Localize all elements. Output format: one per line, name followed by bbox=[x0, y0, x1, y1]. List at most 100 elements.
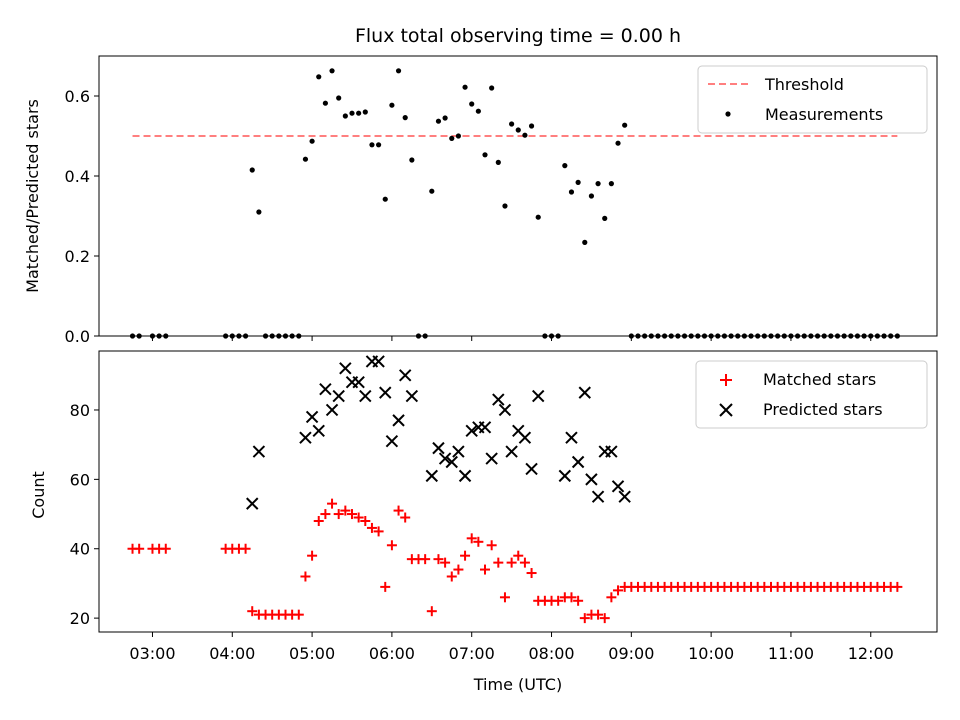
measurements-point bbox=[342, 113, 348, 119]
legend-matched-swatch bbox=[720, 374, 732, 386]
legend-matched-label: Matched stars bbox=[763, 370, 876, 389]
predicted-stars-point bbox=[525, 462, 538, 476]
measurements-point bbox=[322, 100, 328, 106]
matched-stars-point bbox=[327, 498, 338, 509]
matched-stars-point bbox=[300, 571, 311, 582]
matched-stars-point bbox=[513, 550, 524, 561]
measurements-point bbox=[535, 214, 541, 220]
predicted-stars-point bbox=[458, 469, 472, 483]
measurements-point bbox=[462, 84, 468, 90]
predicted-stars-point bbox=[618, 490, 631, 503]
measurements-point bbox=[429, 188, 435, 194]
predicted-stars-point bbox=[498, 403, 512, 417]
measurements-point bbox=[482, 152, 488, 158]
matched-stars-point bbox=[313, 515, 324, 526]
measurements-point bbox=[316, 74, 322, 80]
predicted-stars-point bbox=[305, 410, 319, 424]
top-y-tick-label: 0.4 bbox=[65, 167, 90, 186]
matched-stars-point bbox=[566, 592, 577, 603]
predicted-stars-point bbox=[465, 424, 478, 437]
matched-stars-point bbox=[433, 554, 444, 565]
matched-stars-point bbox=[453, 564, 464, 575]
predicted-stars-point bbox=[518, 431, 532, 444]
bottom-y-tick-label: 40 bbox=[70, 540, 90, 559]
bottom-chart-plot-area: 20 40 60 80 03:00 04:00 05:00 06:00 07:00 08:00 09… bbox=[70, 350, 938, 663]
bottom-axes-frame bbox=[98, 350, 938, 633]
matched-stars-point bbox=[499, 592, 510, 603]
predicted-stars-point bbox=[398, 369, 412, 382]
measurements-point bbox=[362, 109, 368, 115]
measurements-point bbox=[455, 133, 462, 139]
measurements-point bbox=[568, 189, 575, 195]
matched-stars-point bbox=[519, 557, 530, 568]
bottom-chart-legend: Matched stars Predicted stars bbox=[695, 360, 928, 429]
predicted-stars-point bbox=[452, 445, 465, 458]
bottom-x-tick-label: 05:00 bbox=[289, 644, 335, 663]
measurements-point bbox=[382, 196, 388, 202]
matched-stars-point bbox=[373, 526, 384, 537]
predicted-stars-point bbox=[565, 431, 578, 444]
measurements-point bbox=[349, 110, 355, 116]
matched-stars-point bbox=[366, 522, 377, 533]
predicted-stars-point bbox=[591, 490, 605, 503]
measurements-point bbox=[395, 68, 402, 74]
bottom-legend-frame bbox=[695, 360, 928, 429]
predicted-stars-point bbox=[578, 386, 591, 399]
legend-predicted-label: Predicted stars bbox=[763, 400, 883, 419]
predicted-stars-point bbox=[611, 480, 625, 493]
top-chart-y-axis-label: Matched/Predicted stars bbox=[23, 99, 42, 293]
measurements-point bbox=[435, 118, 442, 124]
bottom-x-tick-label: 11:00 bbox=[768, 644, 814, 663]
bottom-x-tick-label: 03:00 bbox=[129, 644, 175, 663]
measurements-point bbox=[469, 101, 475, 107]
bottom-y-tick-label: 80 bbox=[70, 401, 90, 420]
matched-stars-point bbox=[526, 568, 537, 579]
matched-stars-point bbox=[160, 543, 171, 554]
predicted-stars-point bbox=[425, 469, 439, 483]
measurements-point bbox=[595, 181, 601, 187]
measurements-point bbox=[375, 142, 382, 148]
matched-stars-point bbox=[892, 581, 903, 592]
matched-stars-point bbox=[480, 564, 491, 575]
bottom-x-tick-label: 08:00 bbox=[528, 644, 574, 663]
measurements-point bbox=[309, 138, 315, 144]
measurements-point bbox=[389, 102, 395, 108]
predicted-stars-point bbox=[372, 355, 385, 368]
matched-stars-point bbox=[393, 505, 404, 516]
predicted-stars-point bbox=[585, 473, 598, 486]
predicted-stars-point bbox=[325, 403, 339, 417]
top-y-tick-label: 0.0 bbox=[65, 327, 90, 346]
measurements-point bbox=[409, 157, 415, 163]
bottom-x-tick-label: 10:00 bbox=[688, 644, 734, 663]
measurements-point bbox=[509, 121, 515, 127]
legend-predicted-swatch bbox=[719, 403, 733, 417]
matched-stars-point bbox=[613, 585, 624, 596]
measurements-point bbox=[256, 209, 262, 215]
bottom-x-tick-label: 07:00 bbox=[449, 644, 495, 663]
measurements-point bbox=[489, 85, 495, 91]
matched-stars-point bbox=[346, 509, 357, 520]
predicted-stars-point bbox=[359, 389, 372, 403]
predicted-stars-point bbox=[485, 452, 498, 465]
predicted-stars-point bbox=[392, 414, 405, 427]
measurements-point bbox=[329, 68, 335, 74]
bottom-chart-y-axis-label: Count bbox=[29, 471, 48, 519]
measurements-point bbox=[495, 159, 501, 165]
predicted-stars-point bbox=[492, 393, 505, 406]
matched-stars-point bbox=[380, 581, 391, 592]
measurements-point bbox=[522, 132, 528, 138]
measurements-point bbox=[442, 115, 448, 121]
bottom-chart-x-axis-label: Time (UTC) bbox=[473, 675, 562, 694]
predicted-stars-point bbox=[252, 445, 266, 458]
matched-stars-point bbox=[486, 540, 497, 551]
top-chart-plot-area: 0.0 0.2 0.4 0.6 bbox=[65, 55, 938, 346]
matched-stars-point bbox=[466, 533, 477, 544]
matched-stars-point bbox=[440, 557, 451, 568]
matched-stars-point bbox=[293, 609, 304, 620]
top-chart-legend: Threshold Measurements bbox=[697, 65, 928, 134]
bottom-x-tick-label: 09:00 bbox=[608, 644, 654, 663]
predicted-stars-point bbox=[312, 424, 325, 437]
measurements-point bbox=[475, 108, 481, 114]
legend-measurements-swatch bbox=[725, 111, 731, 117]
